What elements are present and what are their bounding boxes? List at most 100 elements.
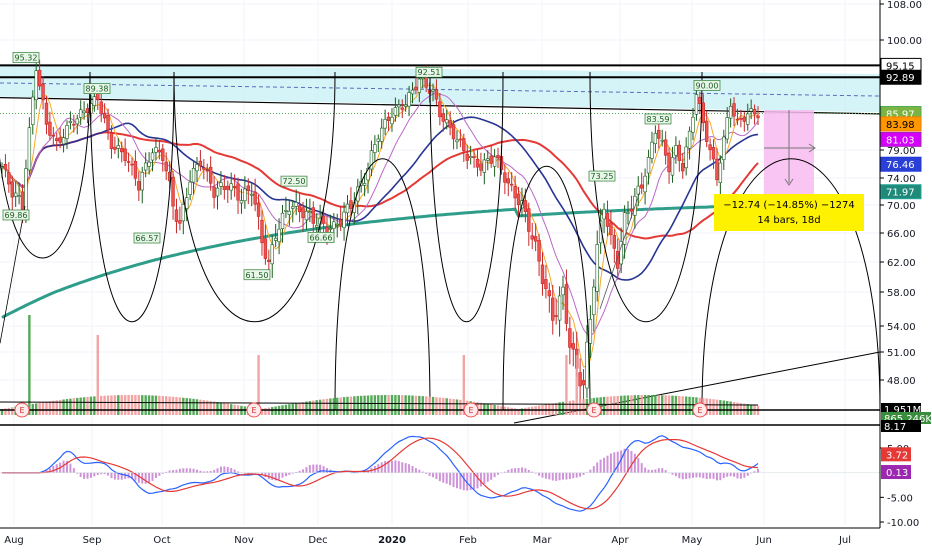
macd-hist-bar — [113, 472, 116, 480]
candle — [564, 269, 569, 332]
price-tick-label: 74.00 — [887, 174, 916, 185]
volume-bar — [103, 395, 106, 415]
candle-body — [7, 172, 11, 185]
macd-hist-bar — [750, 472, 753, 474]
macd-hist-bar — [384, 461, 387, 473]
candle — [489, 145, 493, 168]
axis-corner — [880, 528, 932, 550]
macd-hist-bar — [507, 469, 510, 473]
macd-badge-bg — [881, 447, 911, 462]
pivot-label-box — [415, 66, 443, 78]
time-tick-label: Nov — [234, 535, 254, 546]
candle — [174, 198, 179, 234]
volume-bar — [674, 395, 678, 415]
candle-body — [164, 161, 168, 172]
pivot-label: 95.32 — [12, 52, 40, 63]
volume-bar — [363, 395, 366, 415]
candle-body — [742, 117, 747, 122]
volume-bar — [58, 399, 62, 415]
macd-hist-bar — [606, 455, 609, 473]
candle-body — [503, 172, 507, 183]
macd-hist-bar — [288, 472, 291, 475]
volume-bar — [359, 395, 363, 415]
macd-hist-bar — [144, 472, 147, 484]
time-tick-label: Jul — [838, 535, 851, 546]
macd-hist-bar — [698, 472, 701, 478]
volume-bar — [688, 396, 691, 415]
candle — [728, 98, 733, 128]
earnings-marker-label: E — [697, 406, 702, 415]
volume-bar — [182, 397, 185, 415]
volume-bar — [117, 395, 120, 415]
price-badge-bg — [880, 131, 922, 147]
macd-hist-bar — [308, 465, 311, 473]
candle-body — [540, 264, 545, 285]
volume-bar — [599, 397, 602, 415]
earnings-marker[interactable]: E — [586, 402, 602, 418]
candle-body — [602, 208, 606, 220]
candle-body — [629, 208, 634, 212]
candle-body — [287, 210, 292, 215]
volume-bar — [606, 396, 609, 415]
candle — [503, 164, 507, 195]
candle-body — [746, 113, 750, 125]
macd-hist-bar — [45, 470, 48, 473]
price-badge: 76.46 — [880, 156, 922, 172]
macd-hist-bar — [432, 472, 435, 478]
candle-body — [229, 183, 233, 191]
earnings-marker[interactable]: E — [14, 402, 30, 418]
candle — [311, 201, 315, 238]
earnings-marker[interactable]: E — [246, 402, 262, 418]
candle-body — [239, 200, 244, 204]
volume-badge-label: 1.951M — [884, 405, 921, 416]
pivot-label-text: 73.25 — [591, 172, 614, 181]
macd-hist-bar — [743, 472, 746, 478]
candle-body — [10, 181, 14, 198]
candle — [393, 97, 398, 122]
candle-body — [174, 209, 179, 222]
candle-body — [551, 297, 555, 321]
earnings-marker[interactable]: E — [463, 402, 479, 418]
candle-body — [393, 107, 398, 116]
candle — [294, 189, 298, 216]
candle-body — [171, 176, 175, 207]
candle-body — [85, 108, 90, 114]
cycle-arc — [0, 71, 91, 259]
candle — [72, 114, 76, 133]
cycle-arc — [429, 71, 504, 323]
candle — [287, 199, 292, 226]
candle — [561, 275, 565, 310]
candle — [130, 157, 134, 176]
price-badge-bg — [880, 156, 922, 172]
candle-body — [75, 118, 79, 125]
candle-body — [674, 145, 678, 156]
candle — [226, 180, 230, 203]
candle — [239, 188, 244, 214]
volume-bar — [671, 395, 674, 415]
candle-body — [20, 191, 25, 210]
candle-body — [27, 127, 32, 171]
cycle-arc — [701, 158, 881, 411]
macd-histogram — [1, 448, 759, 491]
candle-body — [670, 157, 675, 176]
candle-body — [157, 149, 162, 153]
candle-body — [308, 211, 312, 214]
candle — [362, 173, 367, 197]
earnings-marker-circle — [14, 402, 30, 418]
price-tick-label: 108.00 — [887, 0, 922, 11]
volume-bar — [510, 407, 513, 415]
earnings-marker[interactable]: E — [692, 402, 708, 418]
macd-hist-bar — [291, 472, 294, 474]
measure-box: −12.74 (−14.85%) −1274 14 bars, 18d — [714, 194, 864, 231]
volume-bar — [513, 408, 517, 415]
volume-bar — [69, 398, 72, 415]
volume-bar — [209, 401, 212, 415]
candle-body — [424, 75, 428, 88]
volume-bar — [4, 408, 7, 415]
candle — [345, 195, 350, 226]
pivot-label-box — [693, 80, 721, 91]
candle-body — [297, 205, 302, 213]
candle — [123, 138, 127, 166]
candle-body — [208, 166, 213, 184]
